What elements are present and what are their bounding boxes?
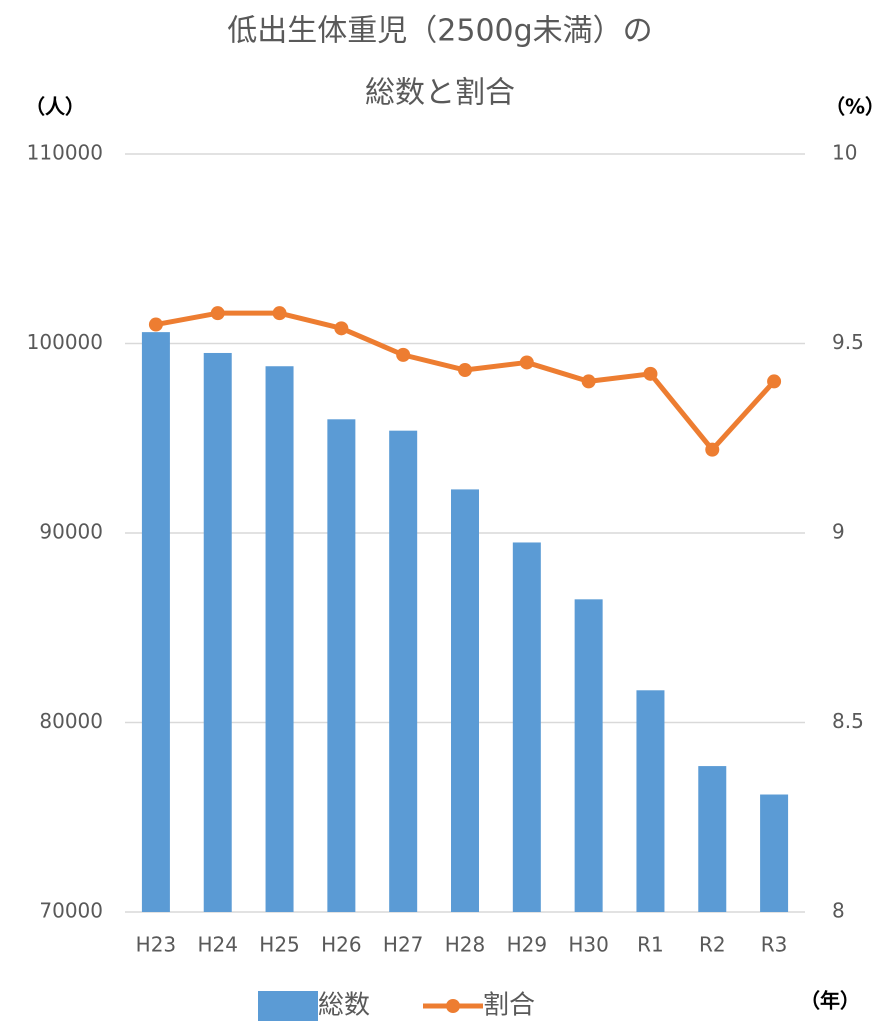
bar bbox=[141, 332, 170, 912]
y2-tick-label: 8.5 bbox=[832, 709, 864, 733]
x-tick-label: H23 bbox=[136, 933, 177, 957]
marker bbox=[643, 366, 658, 381]
marker bbox=[396, 347, 411, 362]
bar bbox=[574, 599, 603, 912]
y-tick-label: 80000 bbox=[39, 709, 103, 733]
x-tick-label: H26 bbox=[321, 933, 362, 957]
bar bbox=[265, 366, 294, 912]
line bbox=[155, 310, 776, 453]
legend-label: 割合 bbox=[483, 991, 535, 1021]
y-tick-label: 110000 bbox=[27, 141, 103, 165]
bar bbox=[636, 690, 665, 912]
x-tick-label: H25 bbox=[259, 933, 300, 957]
marker bbox=[581, 374, 596, 389]
marker bbox=[210, 306, 225, 321]
y2-axis-label: （%） bbox=[825, 95, 885, 119]
legend-label: 総数 bbox=[318, 991, 370, 1021]
legend-swatch bbox=[258, 991, 318, 1021]
x-tick-label: H24 bbox=[197, 933, 238, 957]
x-tick-label: H28 bbox=[445, 933, 486, 957]
y-axis-label: （人） bbox=[25, 95, 85, 119]
x-tick-label: R2 bbox=[699, 933, 726, 957]
x-tick-label: R3 bbox=[761, 933, 788, 957]
y2-tick-label: 9.5 bbox=[832, 330, 864, 354]
y2-tick-label: 10 bbox=[832, 141, 857, 165]
x-tick-label: H27 bbox=[383, 933, 424, 957]
chart-title: 低出生体重児（2500g未満）の bbox=[227, 14, 652, 49]
bar bbox=[512, 542, 541, 912]
marker bbox=[767, 374, 782, 389]
bar bbox=[203, 352, 232, 913]
marker bbox=[519, 355, 534, 370]
bar bbox=[389, 430, 418, 912]
marker bbox=[705, 442, 720, 457]
y-tick-label: 70000 bbox=[39, 899, 103, 923]
marker bbox=[334, 321, 349, 336]
y-tick-label: 100000 bbox=[27, 330, 103, 354]
x-tick-label: R1 bbox=[637, 933, 664, 957]
x-tick-label: H30 bbox=[568, 933, 609, 957]
bar bbox=[760, 794, 789, 912]
chart-title: 総数と割合 bbox=[365, 76, 515, 111]
x-axis-label: （年） bbox=[800, 989, 860, 1013]
legend-swatch bbox=[446, 999, 460, 1013]
y2-tick-label: 8 bbox=[832, 899, 845, 923]
x-tick-label: H29 bbox=[507, 933, 548, 957]
marker bbox=[148, 317, 163, 332]
bar bbox=[327, 419, 356, 912]
y-tick-label: 90000 bbox=[39, 520, 103, 544]
bar bbox=[451, 489, 479, 912]
bar bbox=[698, 766, 727, 912]
marker bbox=[272, 306, 287, 321]
marker bbox=[458, 363, 472, 378]
y2-tick-label: 9 bbox=[832, 520, 845, 544]
